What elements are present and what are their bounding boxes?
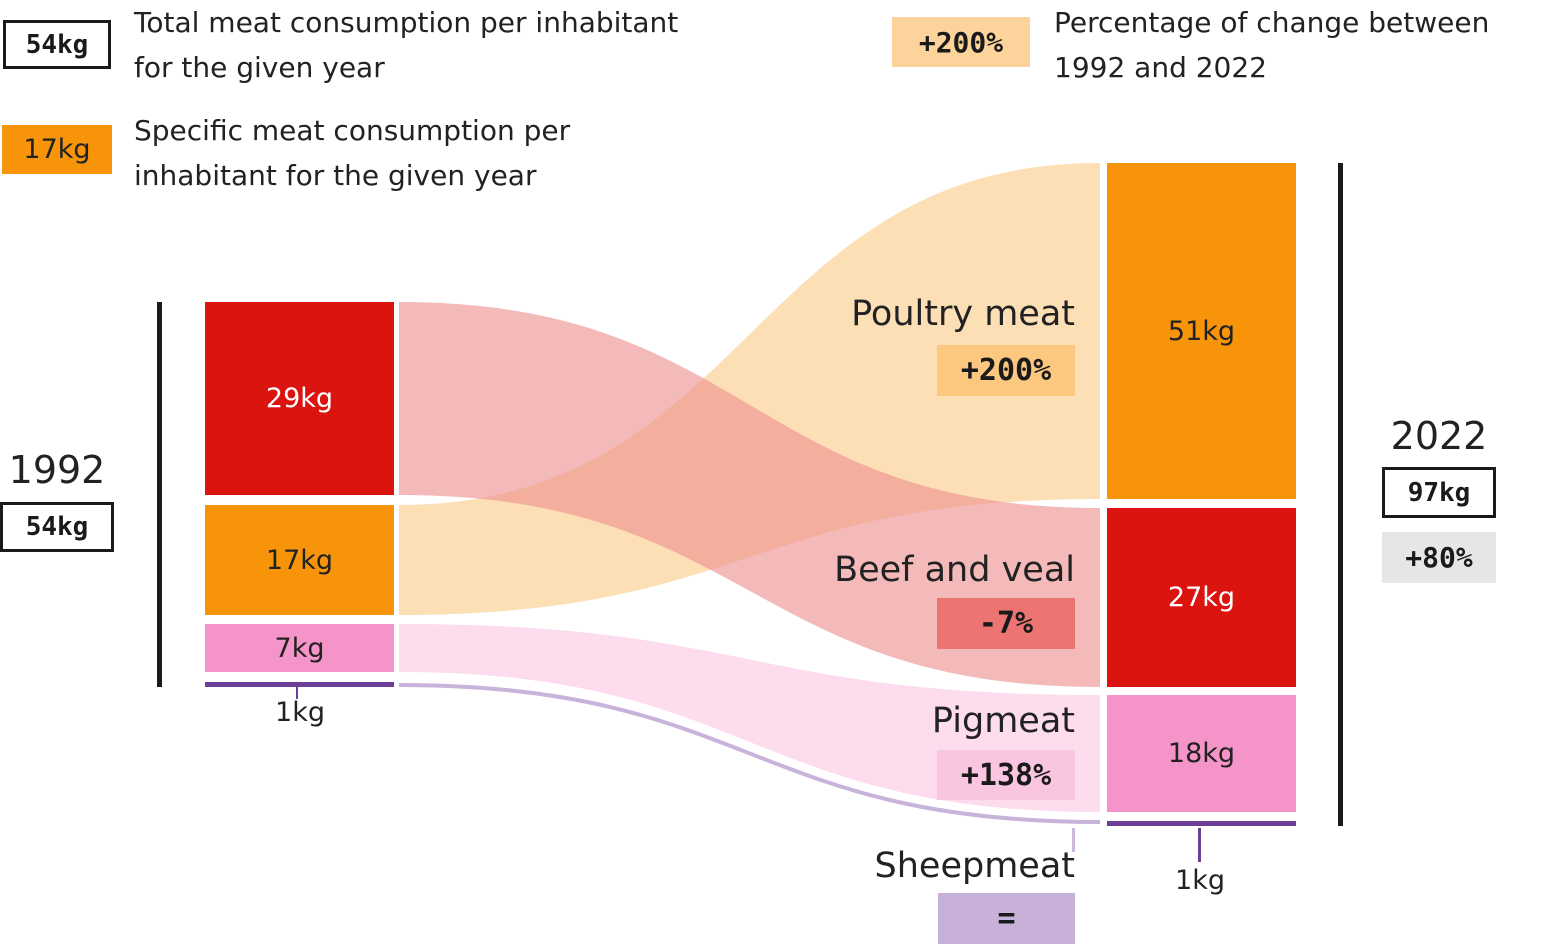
- legend-specific-text: Specific meat consumption per inhabitant…: [134, 114, 571, 192]
- total-change-badge: +80%: [1382, 532, 1496, 583]
- sheep-tick-label: [1072, 828, 1075, 852]
- node-1992-sheep-label: 1kg: [275, 697, 325, 728]
- label-poultry: Poultry meat: [851, 294, 1075, 334]
- change-pig: +138%: [937, 750, 1075, 800]
- legend-change-text: Percentage of change between 1992 and 20…: [1054, 6, 1490, 84]
- sheep-tick-2022: [1198, 828, 1201, 862]
- sheep-tick-1992: [296, 687, 298, 699]
- change-sheep: =: [938, 893, 1075, 944]
- flow-pig: [399, 624, 1100, 812]
- legend-total-box: 54kg: [3, 20, 111, 69]
- node-1992-poultry: 17kg: [205, 505, 394, 615]
- bar-1992: [157, 302, 162, 687]
- year-2022: 2022: [1390, 414, 1488, 458]
- node-1992-pig: 7kg: [205, 624, 394, 672]
- label-beef: Beef and veal: [834, 550, 1075, 590]
- label-pig: Pigmeat: [931, 701, 1075, 741]
- change-poultry: +200%: [937, 345, 1075, 396]
- bar-2022: [1338, 163, 1343, 826]
- total-2022-box: 97kg: [1382, 467, 1496, 518]
- year-1992: 1992: [8, 448, 106, 492]
- node-1992-beef: 29kg: [205, 302, 394, 495]
- flow-beef: [399, 302, 1100, 687]
- node-2022-poultry: 51kg: [1107, 163, 1296, 499]
- node-2022-beef: 27kg: [1107, 508, 1296, 687]
- label-sheep: Sheepmeat: [874, 846, 1075, 886]
- flow-sheep: [398, 683, 1101, 824]
- legend-change-box: +200%: [892, 17, 1030, 67]
- node-2022-sheep-label: 1kg: [1175, 865, 1225, 896]
- total-1992-box: 54kg: [0, 502, 114, 552]
- legend-specific-box: 17kg: [2, 125, 112, 174]
- node-2022-pig: 18kg: [1107, 695, 1296, 812]
- sheep-line-1992: [205, 682, 394, 687]
- change-beef: -7%: [937, 598, 1075, 649]
- sheep-line-2022: [1107, 821, 1296, 826]
- legend-total-text: Total meat consumption per inhabitant fo…: [134, 6, 679, 84]
